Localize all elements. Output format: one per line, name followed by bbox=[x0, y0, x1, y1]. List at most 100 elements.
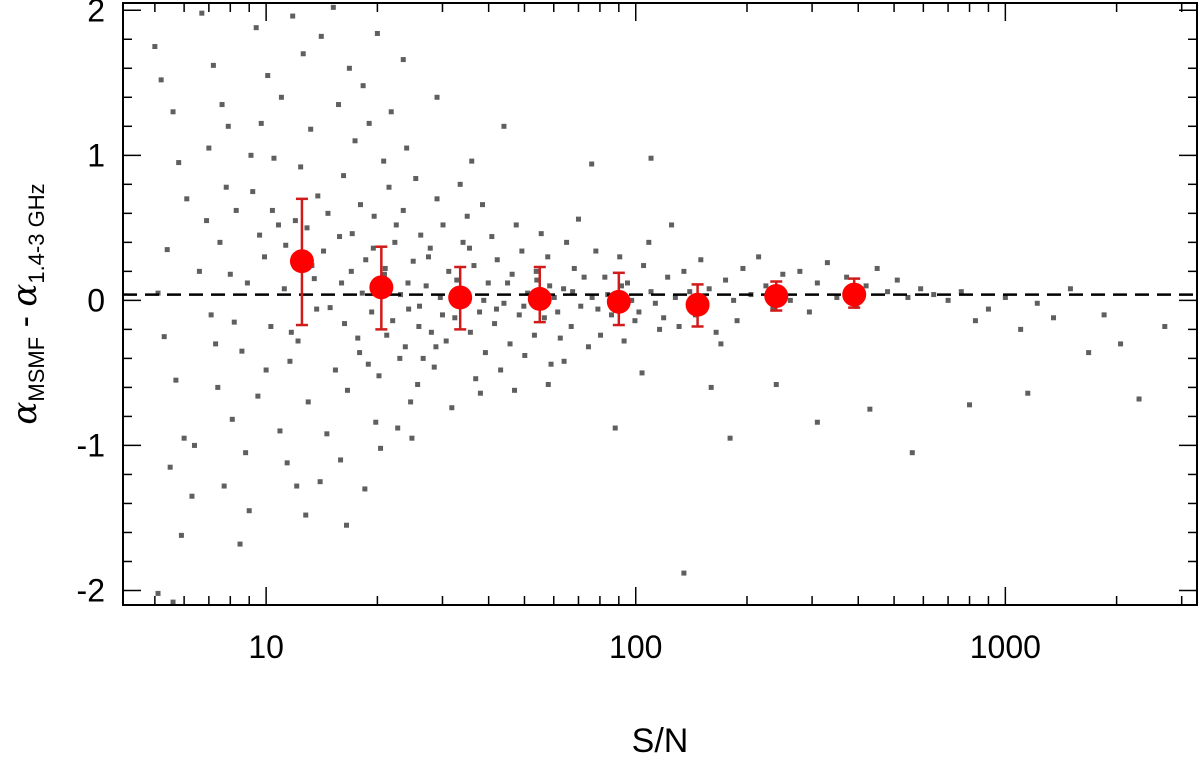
binned-mean-point bbox=[527, 286, 552, 311]
scatter-points bbox=[152, 4, 1168, 605]
scatter-point bbox=[357, 350, 363, 356]
scatter-point bbox=[199, 10, 205, 16]
scatter-point bbox=[507, 341, 513, 347]
scatter-point bbox=[155, 590, 161, 596]
scatter-point bbox=[909, 450, 915, 456]
scatter-point bbox=[834, 294, 840, 300]
scatter-point bbox=[304, 225, 310, 231]
scatter-point bbox=[1067, 286, 1073, 292]
y-tick-label: 0 bbox=[87, 282, 105, 318]
scatter-point bbox=[213, 341, 219, 347]
scatter-point bbox=[365, 361, 371, 367]
scatter-point bbox=[713, 329, 719, 335]
scatter-point bbox=[223, 184, 229, 190]
y-axis-alpha-1: α bbox=[5, 402, 45, 425]
scatter-point bbox=[687, 289, 693, 295]
scatter-point bbox=[814, 280, 820, 286]
scatter-point bbox=[366, 120, 372, 126]
scatter-point bbox=[918, 286, 924, 292]
scatter-point bbox=[575, 216, 581, 222]
scatter-point bbox=[386, 184, 392, 190]
scatter-point bbox=[418, 232, 424, 238]
scatter-point bbox=[621, 338, 627, 344]
scatter-point bbox=[290, 13, 296, 19]
scatter-point bbox=[359, 290, 365, 296]
scatter-point bbox=[305, 399, 311, 405]
scatter-point bbox=[352, 138, 358, 144]
scatter-point bbox=[219, 102, 225, 108]
scatter-point bbox=[1018, 326, 1024, 332]
scatter-point bbox=[639, 370, 645, 376]
scatter-point bbox=[325, 210, 331, 216]
scatter-point bbox=[525, 290, 531, 296]
scatter-point bbox=[283, 242, 289, 248]
scatter-point bbox=[378, 445, 384, 451]
scatter-point bbox=[173, 377, 179, 383]
scatter-point bbox=[533, 268, 539, 274]
scatter-point bbox=[1162, 323, 1168, 329]
scatter-point bbox=[164, 247, 170, 253]
scatter-point bbox=[231, 319, 237, 325]
scatter-point bbox=[427, 245, 433, 251]
scatter-point bbox=[263, 367, 269, 373]
scatter-point bbox=[967, 402, 973, 408]
scatter-point bbox=[551, 294, 557, 300]
scatter-point bbox=[369, 309, 375, 315]
scatter-point bbox=[300, 51, 306, 57]
scatter-point bbox=[571, 265, 577, 271]
x-axis-title: S/N bbox=[632, 722, 689, 760]
scatter-point bbox=[477, 390, 483, 396]
scatter-point bbox=[731, 297, 737, 303]
scatter-point bbox=[471, 263, 477, 269]
scatter-point bbox=[314, 306, 320, 312]
scatter-point bbox=[210, 62, 216, 68]
scatter-point bbox=[161, 334, 167, 340]
scatter-point bbox=[409, 435, 415, 441]
scatter-point bbox=[363, 257, 369, 263]
scatter-point bbox=[505, 280, 511, 286]
scatter-point bbox=[493, 306, 499, 312]
scatter-point bbox=[390, 318, 396, 324]
scatter-point bbox=[609, 312, 615, 318]
scatter-point bbox=[315, 193, 321, 199]
scatter-point bbox=[602, 274, 608, 280]
scatter-point bbox=[400, 57, 406, 63]
binned-mean-point bbox=[685, 292, 710, 317]
scatter-point bbox=[564, 239, 570, 245]
scatter-point bbox=[318, 33, 324, 39]
scatter-point bbox=[227, 271, 233, 277]
scatter-point bbox=[388, 109, 394, 115]
scatter-point bbox=[402, 344, 408, 350]
scatter-point bbox=[253, 25, 259, 31]
scatter-point bbox=[1118, 341, 1124, 347]
scatter-point bbox=[519, 248, 525, 254]
scatter-point bbox=[454, 277, 460, 283]
scatter-point bbox=[393, 222, 399, 228]
scatter-point bbox=[489, 234, 495, 240]
scatter-point bbox=[457, 181, 463, 187]
scatter-point bbox=[516, 312, 522, 318]
scatter-point bbox=[570, 289, 576, 295]
scatter-point bbox=[681, 570, 687, 576]
scatter-point bbox=[225, 123, 231, 129]
scatter-point bbox=[646, 239, 652, 245]
scatter-point bbox=[509, 271, 515, 277]
scatter-point bbox=[370, 245, 376, 251]
scatter-point bbox=[477, 309, 483, 315]
scatter-point bbox=[428, 329, 434, 335]
scatter-point bbox=[262, 254, 268, 260]
scatter-point bbox=[420, 355, 426, 361]
scatter-point bbox=[415, 382, 421, 388]
scatter-point bbox=[176, 160, 182, 166]
scatter-point bbox=[672, 294, 678, 300]
scatter-point bbox=[440, 222, 446, 228]
scatter-point bbox=[446, 268, 452, 274]
scatter-point bbox=[460, 239, 466, 245]
scatter-point bbox=[196, 268, 202, 274]
scatter-point bbox=[598, 332, 604, 338]
scatter-point bbox=[545, 382, 551, 388]
scatter-point bbox=[342, 321, 348, 327]
scatter-point bbox=[265, 73, 271, 79]
scatter-point bbox=[155, 290, 161, 296]
scatter-point bbox=[885, 289, 891, 295]
